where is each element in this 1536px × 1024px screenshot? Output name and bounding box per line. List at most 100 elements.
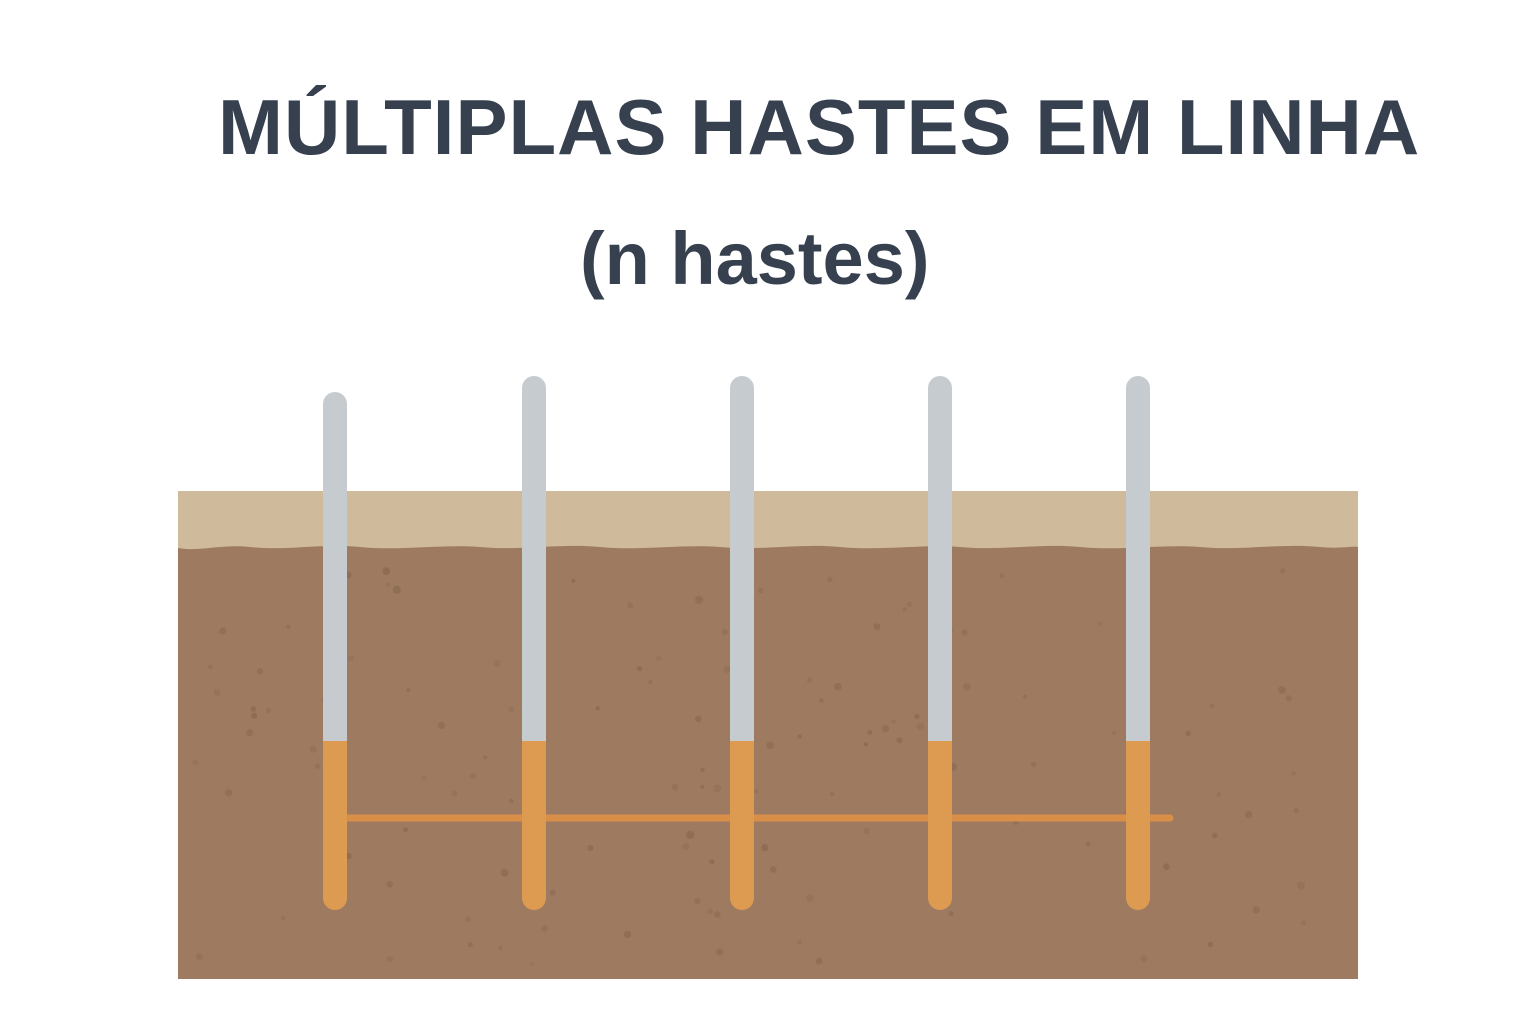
soil-speckle [493,659,501,668]
soil-speckle [834,682,842,691]
soil-speckle [385,582,391,587]
diagram-subtitle: (n hastes) [580,217,930,300]
soil-speckle [686,830,695,840]
soil-speckle [509,798,514,804]
soil-speckle [1163,863,1170,870]
soil-speckle [863,828,870,835]
soil-speckle [948,911,954,916]
soil-speckle [961,629,968,636]
soil-layer [178,545,1358,979]
soil-speckle [682,843,690,851]
soil-speckle [387,956,394,963]
soil-speckle [483,755,488,760]
soil-speckle [819,698,824,703]
soil-speckle [709,859,715,865]
soil-speckle [806,894,814,902]
soil-speckle [867,729,873,735]
soil-speckle [1252,906,1260,914]
soil-speckle [347,655,354,662]
soil-speckle [265,708,271,713]
soil-speckle [1031,761,1037,767]
soil-speckle [382,567,391,576]
soil-speckle [1297,881,1305,890]
soil-speckle [770,866,777,873]
rod-lower-section [730,741,754,910]
soil-cross-section [178,491,1358,979]
soil-speckle [437,722,445,729]
soil-speckle [571,578,576,584]
grounding-rod [323,392,347,910]
soil-speckle [963,683,971,691]
soil-speckle [541,925,548,932]
rod-lower-section [323,741,347,910]
rod-upper-section [522,376,546,753]
soil-speckle [1209,703,1215,709]
soil-speckle [754,789,759,794]
soil-speckle [758,588,764,594]
soil-speckle [549,889,556,896]
soil-speckle [467,942,473,948]
soil-speckle [1022,694,1028,699]
soil-speckle [465,916,472,923]
soil-speckle [766,741,774,750]
soil-speckle [498,945,503,950]
soil-speckle [761,843,769,852]
soil-speckle [648,680,653,685]
soil-speckle [192,759,199,766]
soil-speckle [1085,841,1091,847]
grounding-rod [522,376,546,910]
soil-speckle [286,624,291,630]
soil-speckle [219,627,227,635]
soil-speckle [314,763,321,769]
soil-speckle [714,911,721,918]
soil-speckle [1207,941,1214,948]
rod-lower-section [928,741,952,910]
soil-speckle [636,665,643,672]
rod-upper-section [323,392,347,753]
soil-speckle [713,784,722,793]
soil-speckle [815,957,823,965]
grounding-rod [1126,376,1150,910]
soil-speckle [406,688,411,693]
soil-speckle [208,664,213,670]
soil-speckle [1111,730,1117,735]
rod-upper-section [1126,376,1150,753]
soil-speckle [671,783,679,791]
soil-speckle [695,595,704,604]
soil-speckle [256,668,264,675]
diagram-title: MÚLTIPLAS HASTES EM LINHA [218,83,1421,171]
soil-speckle [916,722,925,731]
soil-speckle [863,742,868,747]
soil-speckle [873,623,881,631]
soil-speckle [623,930,632,939]
soil-speckle [1280,568,1286,574]
soil-speckle [1285,695,1292,702]
soil-speckle [827,576,833,583]
soil-speckle [655,655,662,662]
soil-speckle [1245,810,1253,819]
soil-speckle [1278,686,1286,694]
soil-speckle [530,962,535,967]
soil-speckle [469,772,477,780]
grounding-rods [323,376,1150,910]
soil-speckle [627,602,634,609]
soil-speckle [914,713,920,720]
soil-speckle [1185,730,1191,737]
soil-speckle [1140,955,1148,963]
soil-speckle [250,706,257,712]
soil-speckle [906,601,913,607]
soil-speckle [891,719,896,724]
grounding-rod [730,376,754,910]
soil-speckle [251,712,258,719]
soil-speckle [694,898,701,905]
soil-speckle [392,585,401,594]
soil-speckle [829,791,835,797]
soil-speckle [309,745,317,753]
soil-speckle [421,775,427,782]
soil-speckle [225,789,233,797]
soil-speckle [797,940,802,945]
rod-lower-section [522,741,546,910]
soil-speckle [595,706,600,711]
soil-speckle [213,689,221,696]
